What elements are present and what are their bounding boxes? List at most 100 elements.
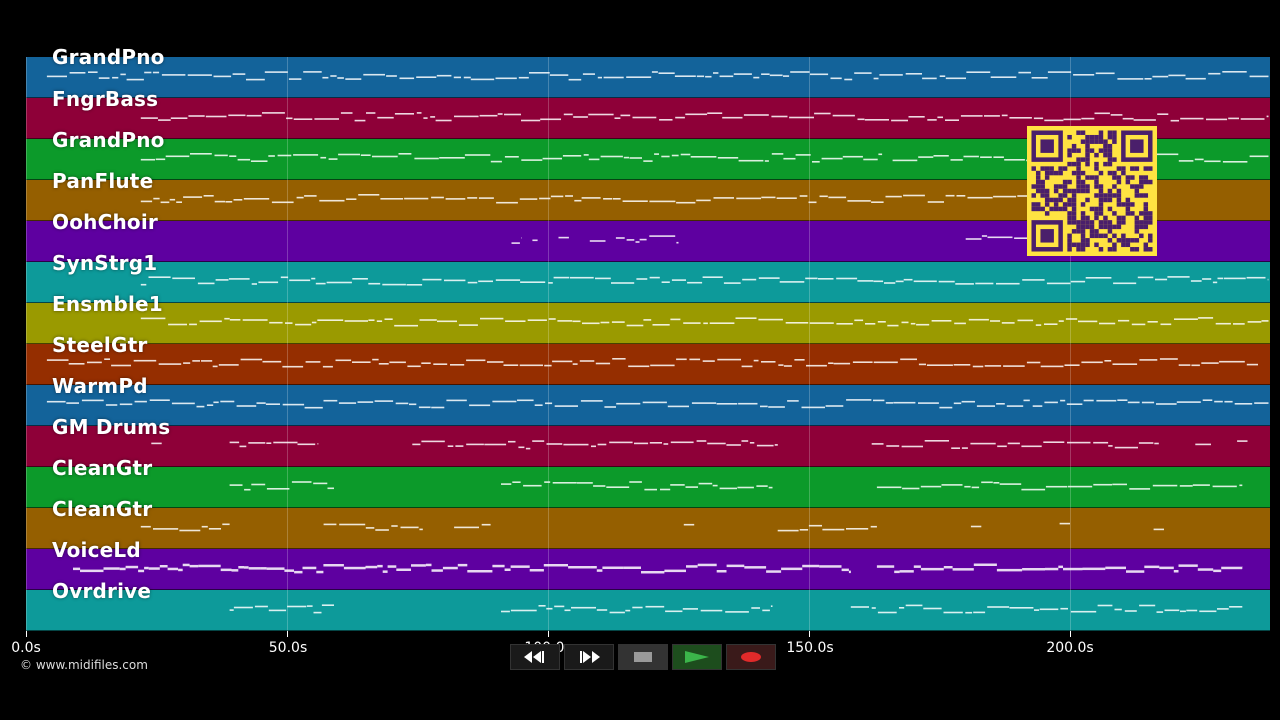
note [220,400,235,403]
rewind-button[interactable] [510,644,560,670]
note [713,72,719,74]
note [1222,161,1248,163]
note [251,483,266,486]
note [510,565,530,568]
x-tick-mark [287,631,288,637]
note [987,236,1013,239]
note [240,358,263,361]
note [504,113,521,116]
note [119,403,133,406]
note [46,75,67,78]
stop-button[interactable] [618,644,668,670]
note [306,605,313,607]
note [1160,323,1172,326]
track-label: CleanGtr [52,497,153,521]
note [243,198,270,200]
note [597,76,602,79]
note [961,400,975,403]
note [497,113,503,115]
note [1201,362,1219,364]
note [722,116,743,119]
note [1164,609,1180,612]
note [466,443,484,446]
record-button[interactable] [726,644,776,670]
note [1040,365,1064,368]
note [1110,114,1123,116]
note [683,523,695,526]
note [671,154,679,157]
note [583,154,589,156]
note [574,199,582,202]
note [1114,446,1138,449]
note [828,362,834,364]
note [589,240,606,242]
note [1174,318,1198,320]
note [945,119,959,121]
note [548,282,553,284]
note [1018,71,1031,74]
note [871,443,884,445]
note [676,358,687,361]
note [248,567,261,570]
track-row: Ensmble1 [26,292,1270,344]
note [887,324,899,327]
note [821,157,843,160]
play-button[interactable] [672,644,722,670]
note [271,201,294,204]
note [484,443,507,446]
note [246,78,265,81]
note [289,279,311,282]
note [819,195,828,198]
note [1156,611,1164,613]
x-tick-mark [26,631,27,637]
note [1190,280,1202,282]
note [532,440,545,442]
fast-forward-button[interactable] [564,644,614,670]
note [467,570,493,573]
note [876,486,902,489]
note [447,445,454,447]
note [273,441,298,444]
note [696,199,711,202]
note [406,284,423,286]
note [66,402,79,404]
note [46,400,66,403]
note [894,570,900,574]
note [199,320,222,323]
note [407,365,421,368]
note [926,364,953,366]
note [496,201,518,204]
note [964,485,971,488]
note [990,76,1017,78]
note [196,405,205,408]
x-tick-mark [548,631,550,637]
note [201,360,213,362]
note [339,523,366,526]
track-label: OohChoir [52,210,158,234]
note [1068,485,1093,488]
note [155,158,166,161]
note [671,279,686,281]
note [885,195,902,198]
note [972,365,984,368]
note [805,277,818,280]
note [873,77,879,80]
note [954,322,966,325]
note [762,609,770,612]
note [626,239,635,241]
note [595,277,611,280]
note [596,609,608,611]
track-row: CleanGtr [26,497,1270,549]
note [611,282,635,284]
note [280,276,289,279]
note [183,196,203,198]
track-label: GrandPno [52,45,165,69]
note [399,77,415,80]
note [504,156,519,158]
note [1093,483,1113,486]
note [365,565,378,569]
x-tick-mark [809,631,811,637]
note [1159,566,1174,570]
note [69,72,86,74]
note [1191,364,1200,367]
